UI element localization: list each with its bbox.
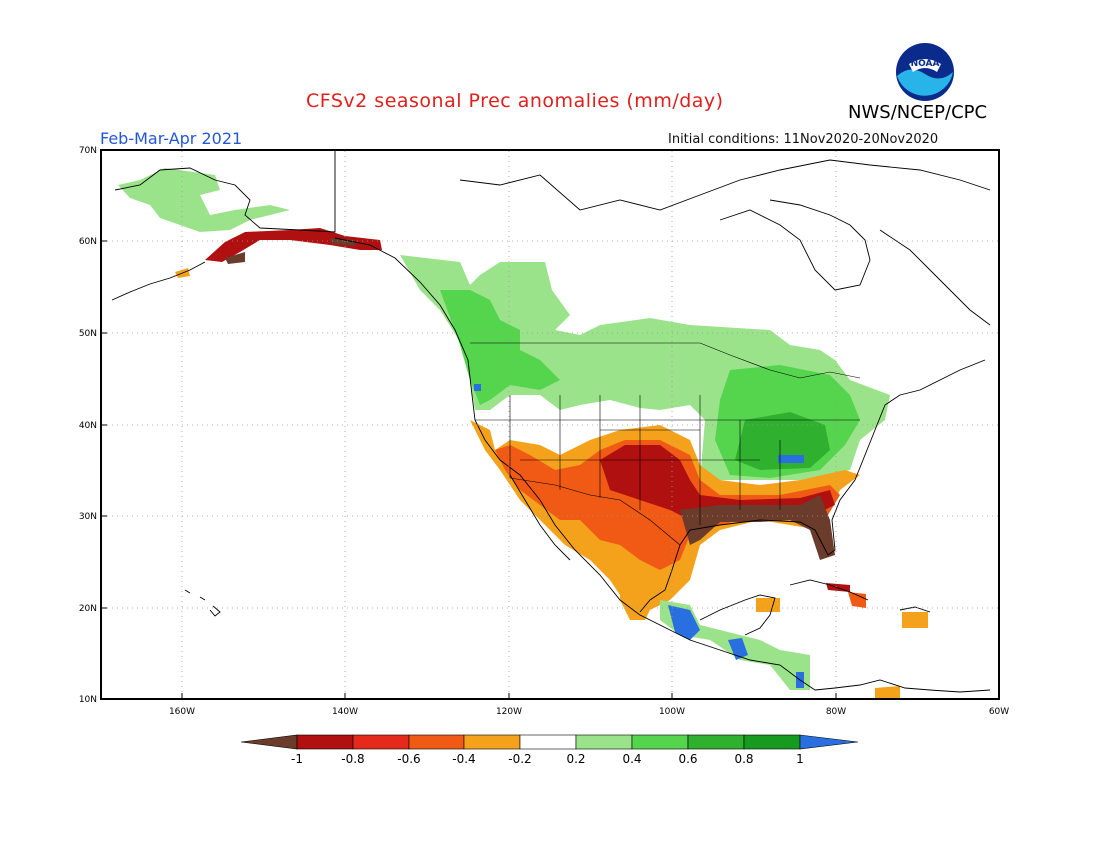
noaa-logo: NOAA: [896, 43, 954, 101]
lon-label-160w: 160W: [169, 707, 195, 717]
map-title: CFSv2 seasonal Prec anomalies (mm/day): [306, 90, 724, 112]
lat-label-10n: 10N: [79, 695, 97, 705]
anomaly-gulf-brown: [680, 495, 835, 560]
anomaly-camerica-blue2: [728, 638, 748, 660]
colorbar-label-neg02: -0.2: [508, 752, 531, 766]
anomaly-alaska-wet: [118, 168, 290, 232]
colorbar-bin-2: [352, 734, 410, 750]
border-us-canada: [470, 342, 861, 379]
anomaly-alaska-coast-brown: [225, 252, 245, 264]
lat-labels: 70N 60N 50N 40N 30N 20N 10N: [79, 146, 97, 705]
colorbar: [240, 734, 859, 750]
coastlines: [111, 150, 991, 693]
colorbar-label-1: 1: [796, 752, 804, 766]
colorbar-labels: -1 -0.8 -0.6 -0.4 -0.2 0.2 0.4 0.6 0.8 1: [291, 752, 804, 766]
colorbar-label-08: 0.8: [734, 752, 753, 766]
anomaly-yucatan-orange: [756, 598, 780, 612]
colorbar-bin-9: [743, 734, 801, 750]
colorbar-bin-6: [575, 734, 633, 750]
lon-label-100w: 100W: [659, 707, 685, 717]
noaa-logo-text: NOAA: [911, 59, 940, 69]
border-states-2: [475, 419, 860, 461]
coastline-west: [334, 237, 816, 691]
anomaly-caribbean-red: [848, 592, 866, 608]
coastline-alaska: [114, 150, 336, 233]
colorbar-label-06: 0.6: [678, 752, 697, 766]
anomaly-camerica-blue: [668, 605, 700, 640]
colorbar-bin-7: [631, 734, 689, 750]
colorbar-bin-1: [296, 734, 354, 750]
coastline-baja: [509, 474, 571, 561]
coastline-cuba: [789, 579, 869, 601]
anomaly-alaska-brown2: [330, 238, 355, 246]
lon-label-120w: 120W: [496, 707, 522, 717]
anomaly-sa-orange: [875, 686, 900, 698]
colorbar-label-neg1: -1: [291, 752, 303, 766]
border-us-mexico: [509, 477, 681, 546]
lat-label-60n: 60N: [79, 237, 97, 247]
forecast-period: Feb-Mar-Apr 2021: [100, 129, 243, 148]
lat-label-20n: 20N: [79, 604, 97, 614]
colorbar-label-04: 0.4: [622, 752, 641, 766]
colorbar-bin-8: [687, 734, 745, 750]
tick-marks: [101, 149, 837, 699]
coastline-south-america: [814, 679, 991, 693]
coastline-labrador: [879, 229, 991, 326]
lat-label-70n: 70N: [79, 146, 97, 156]
anomaly-shading: [118, 168, 928, 698]
anomaly-plains-darkred: [600, 445, 835, 520]
colorbar-label-neg04: -0.4: [452, 752, 475, 766]
coastline-hispaniola: [899, 606, 931, 613]
anomaly-east-darkgreen: [735, 412, 830, 470]
anomaly-ohio-blue: [778, 455, 804, 463]
anomaly-alaska-coast-dry: [205, 228, 382, 262]
lon-label-80w: 80W: [826, 707, 846, 717]
colorbar-bin-5: [519, 734, 577, 750]
colorbar-arrow-high: [799, 734, 859, 750]
political-boundaries: [470, 342, 861, 546]
lon-labels: 160W 140W 120W 100W 80W 60W: [169, 707, 1009, 717]
graticule: [102, 151, 998, 698]
colorbar-arrow-low: [240, 734, 298, 750]
colorbar-bin-3: [408, 734, 465, 750]
initial-conditions: Initial conditions: 11Nov2020-20Nov2020: [668, 132, 939, 147]
lon-label-60w: 60W: [989, 707, 1009, 717]
coastline-alaska-peninsula: [111, 261, 206, 301]
lon-label-140w: 140W: [332, 707, 358, 717]
coastline-hawaii: [184, 589, 221, 617]
colorbar-label-neg08: -0.8: [341, 752, 364, 766]
agency-label: NWS/NCEP/CPC: [848, 102, 988, 123]
anomaly-oregon-blue: [474, 384, 481, 391]
coastline-yucatan: [699, 594, 776, 636]
anomaly-hispaniola-orange: [902, 612, 928, 628]
colorbar-label-02: 0.2: [566, 752, 585, 766]
coastline-gulf: [639, 359, 986, 613]
anomaly-mexico-orange: [620, 570, 650, 620]
coastline-arctic: [459, 159, 991, 211]
lat-label-50n: 50N: [79, 329, 97, 339]
lat-label-40n: 40N: [79, 421, 97, 431]
colorbar-label-neg06: -0.6: [397, 752, 420, 766]
coastline-hudson-bay: [719, 199, 871, 291]
lat-label-30n: 30N: [79, 512, 97, 522]
colorbar-bin-4: [463, 734, 521, 750]
